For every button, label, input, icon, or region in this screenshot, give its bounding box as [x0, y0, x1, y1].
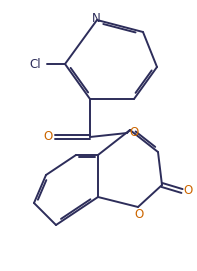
Text: O: O — [129, 127, 139, 140]
Text: O: O — [183, 185, 193, 198]
Text: O: O — [43, 131, 53, 144]
Text: O: O — [134, 208, 144, 221]
Text: N: N — [92, 11, 100, 24]
Text: Cl: Cl — [29, 57, 41, 70]
